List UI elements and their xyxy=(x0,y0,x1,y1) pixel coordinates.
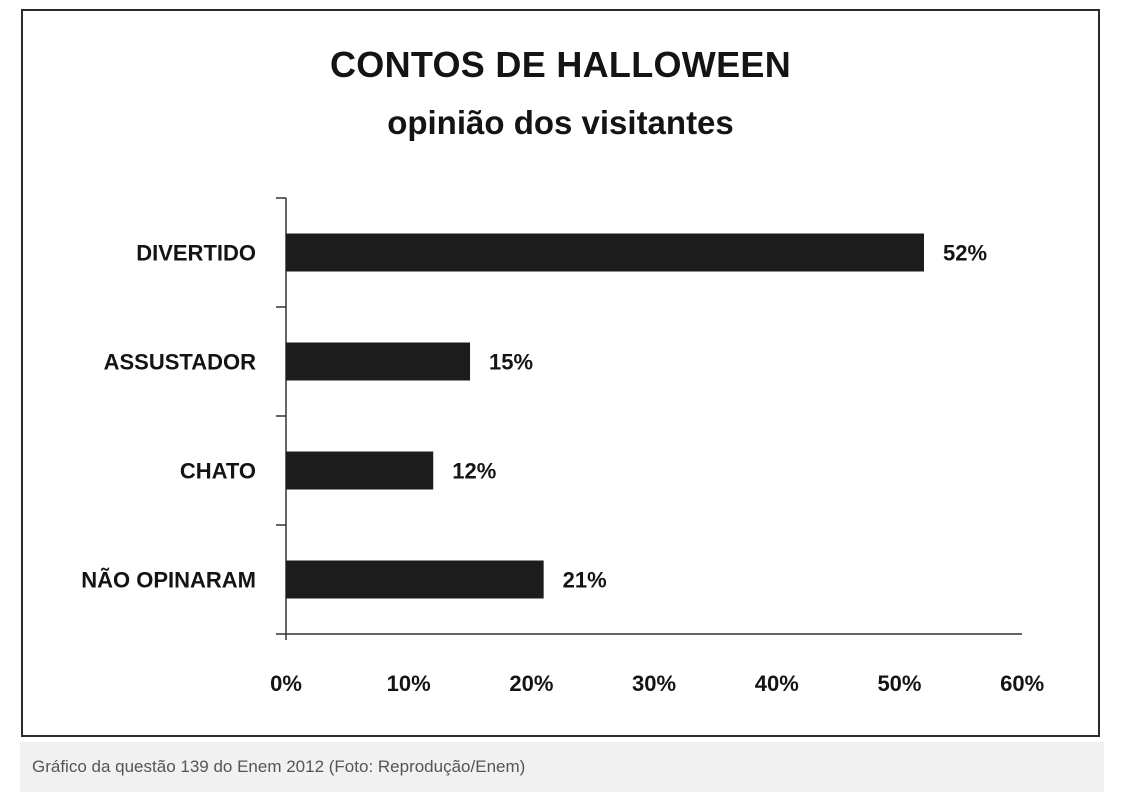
image-caption: Gráfico da questão 139 do Enem 2012 (Fot… xyxy=(20,742,1104,792)
data-label: 15% xyxy=(489,350,533,375)
bar-1 xyxy=(286,342,471,381)
data-label: 52% xyxy=(943,241,987,266)
bar-2 xyxy=(286,451,434,490)
category-label: ASSUSTADOR xyxy=(104,350,256,375)
x-tick-label: 0% xyxy=(270,671,302,696)
x-tick-label: 20% xyxy=(509,671,553,696)
category-label: NÃO OPINARAM xyxy=(81,568,256,593)
category-label: DIVERTIDO xyxy=(136,241,256,266)
chart-subtitle: opinião dos visitantes xyxy=(387,104,734,141)
bar-0 xyxy=(286,233,924,272)
x-tick-label: 30% xyxy=(632,671,676,696)
x-tick-label: 60% xyxy=(1000,671,1044,696)
category-label: CHATO xyxy=(180,459,256,484)
chart-title: CONTOS DE HALLOWEEN xyxy=(329,44,792,85)
bar-3 xyxy=(286,560,544,599)
x-tick-label: 10% xyxy=(387,671,431,696)
x-tick-label: 50% xyxy=(877,671,921,696)
data-label: 21% xyxy=(563,568,607,593)
chart-frame xyxy=(21,9,1100,737)
data-label: 12% xyxy=(452,459,496,484)
x-tick-label: 40% xyxy=(755,671,799,696)
